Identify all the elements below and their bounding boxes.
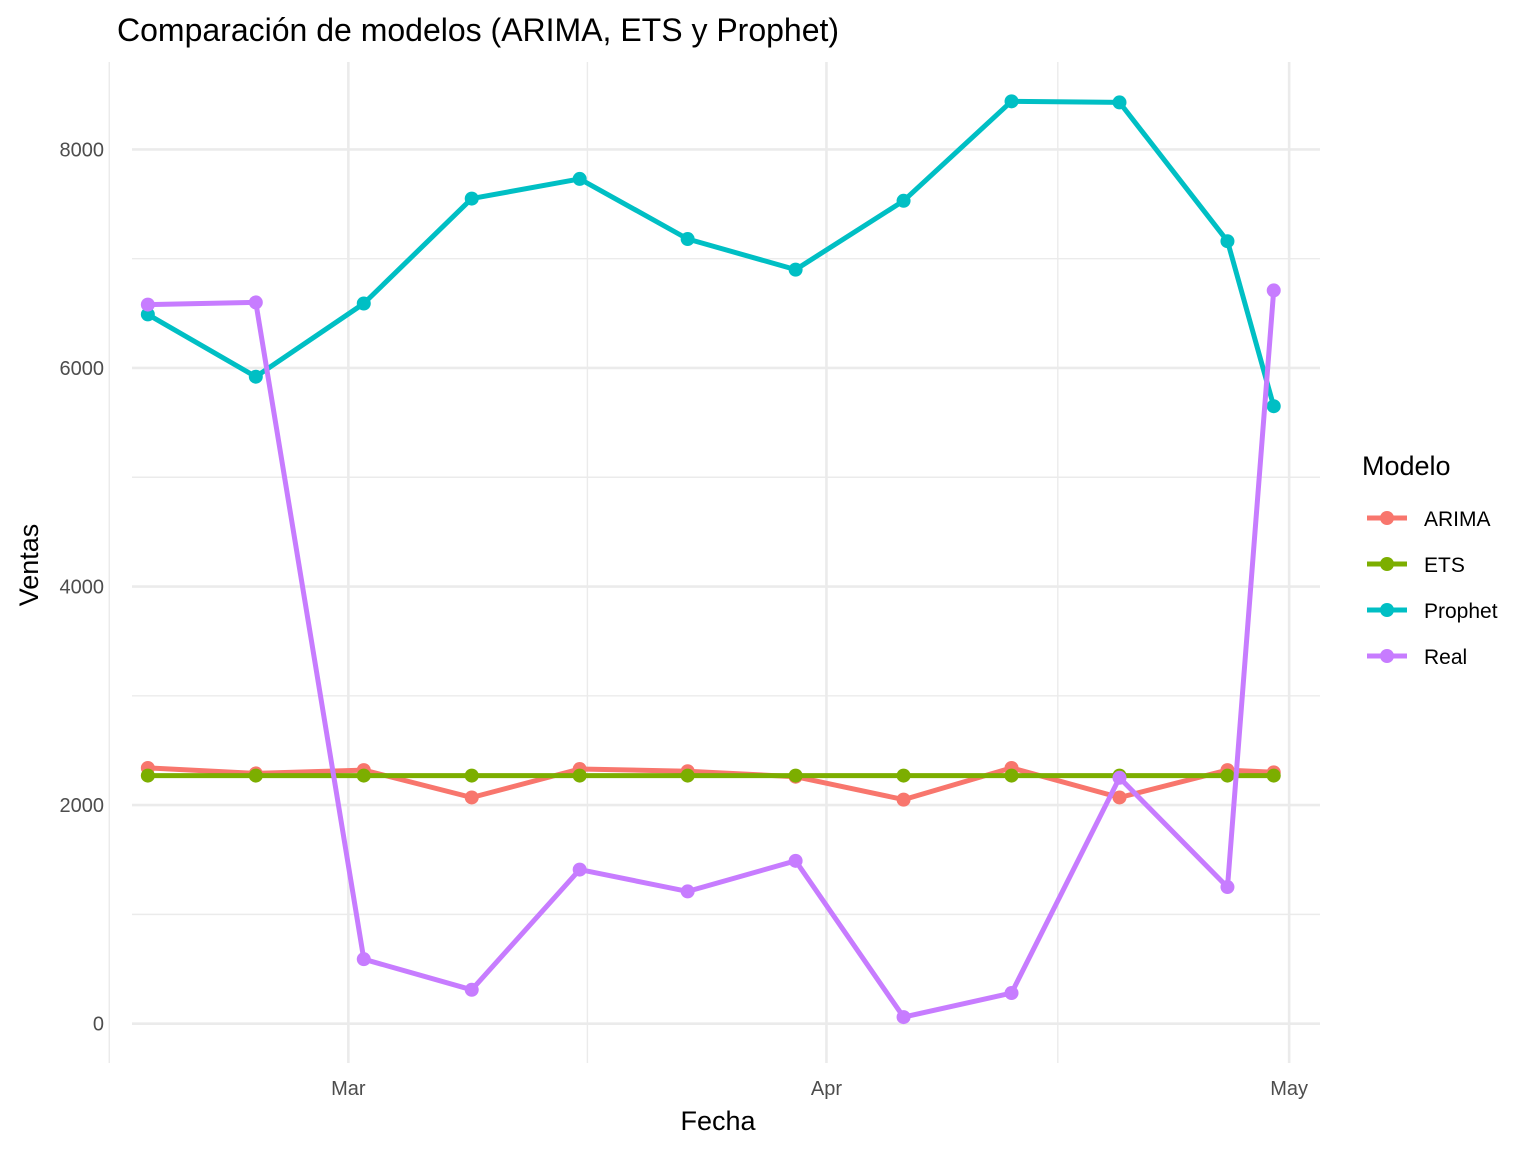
- data-point: [680, 884, 695, 899]
- data-point: [356, 768, 371, 783]
- series-layer: [140, 94, 1281, 1025]
- data-point: [248, 295, 263, 310]
- legend-label: Real: [1424, 646, 1467, 669]
- data-point: [1004, 986, 1019, 1001]
- x-tick-label: Apr: [811, 1078, 842, 1100]
- data-point: [140, 768, 155, 783]
- data-point: [1266, 399, 1281, 414]
- data-point: [356, 296, 371, 311]
- legend-item-real: Real: [1367, 646, 1467, 669]
- data-point: [464, 768, 479, 783]
- data-point: [1112, 770, 1127, 785]
- data-point: [1112, 95, 1127, 110]
- x-tick-label: May: [1270, 1078, 1308, 1100]
- y-tick-label: 0: [93, 1014, 104, 1036]
- y-axis-title: Ventas: [14, 524, 44, 607]
- data-point: [788, 768, 803, 783]
- x-axis-title: Fecha: [680, 1106, 756, 1136]
- data-point: [896, 792, 911, 807]
- data-point: [1266, 768, 1281, 783]
- legend-key-point: [1380, 557, 1394, 571]
- data-point: [140, 297, 155, 312]
- data-point: [464, 191, 479, 206]
- series-real: [140, 283, 1281, 1025]
- data-point: [140, 307, 155, 322]
- data-point: [464, 982, 479, 997]
- legend-label: ETS: [1424, 554, 1465, 577]
- data-point: [680, 232, 695, 247]
- series-line: [147, 765, 1274, 803]
- grid-layer: [108, 62, 1320, 1063]
- data-point: [248, 369, 263, 384]
- data-point: [896, 1010, 911, 1025]
- y-tick-label: 2000: [60, 795, 105, 817]
- legend-item-prophet: Prophet: [1367, 600, 1498, 623]
- chart-title: Comparación de modelos (ARIMA, ETS y Pro…: [117, 12, 839, 48]
- data-point: [572, 171, 587, 186]
- data-point: [1004, 768, 1019, 783]
- legend-title: Modelo: [1362, 451, 1451, 481]
- series-line: [146, 98, 1277, 407]
- y-tick-label: 4000: [60, 577, 105, 599]
- data-point: [1004, 94, 1019, 109]
- x-tick-label: Mar: [331, 1078, 366, 1100]
- series-prophet: [140, 94, 1281, 414]
- data-point: [1220, 234, 1235, 249]
- legend-items: ARIMA ETS Prophet Real: [1367, 508, 1498, 669]
- data-point: [1220, 768, 1235, 783]
- legend-key-point: [1380, 649, 1394, 663]
- data-point: [248, 768, 263, 783]
- data-point: [572, 862, 587, 877]
- series-line: [147, 290, 1277, 1020]
- legend-item-arima: ARIMA: [1367, 508, 1491, 531]
- data-point: [896, 193, 911, 208]
- legend-key-point: [1380, 511, 1394, 525]
- data-point: [1112, 790, 1127, 805]
- legend-label: Prophet: [1424, 600, 1498, 623]
- axis-layer: 0 2000 4000 6000 8000 Mar Apr May: [60, 139, 1309, 1100]
- data-point: [464, 790, 479, 805]
- data-point: [1220, 880, 1235, 895]
- series-ets: [140, 768, 1281, 783]
- data-point: [896, 768, 911, 783]
- y-tick-label: 6000: [60, 358, 105, 380]
- data-point: [788, 853, 803, 868]
- data-point: [788, 262, 803, 277]
- data-point: [1266, 283, 1281, 298]
- legend-label: ARIMA: [1424, 508, 1491, 531]
- y-tick-label: 8000: [60, 139, 105, 161]
- data-point: [680, 768, 695, 783]
- legend: Modelo ARIMA ETS Prophet Real: [1362, 451, 1498, 669]
- legend-key-point: [1380, 603, 1394, 617]
- data-point: [356, 952, 371, 967]
- legend-item-ets: ETS: [1367, 554, 1465, 577]
- data-point: [572, 768, 587, 783]
